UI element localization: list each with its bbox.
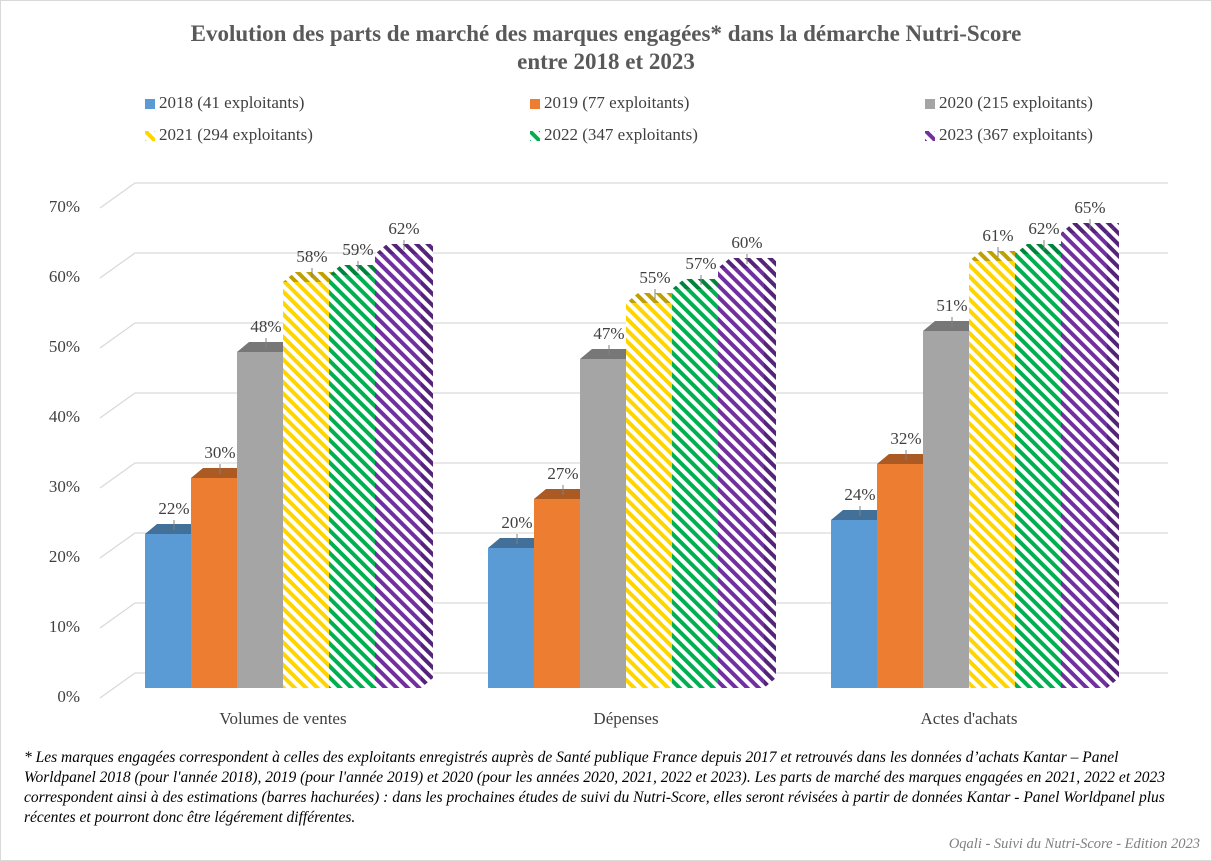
value-label: 20%	[501, 513, 532, 532]
footnote: * Les marques engagées correspondent à c…	[24, 749, 1165, 826]
bar-front	[626, 303, 672, 688]
x-tick-label: Dépenses	[593, 709, 658, 728]
y-tick-label: 30%	[49, 477, 80, 496]
value-label: 48%	[250, 317, 281, 336]
grid-line	[99, 462, 1168, 489]
legend-label: 2023 (367 exploitants)	[939, 125, 1093, 144]
chart: 0% 10% 20% 30% 40% 50% 60% 70% Volumes de ventes…	[49, 93, 1168, 728]
legend-swatch	[925, 99, 935, 109]
bar-front	[718, 268, 764, 688]
value-label: 51%	[936, 296, 967, 315]
bar-front	[969, 261, 1015, 688]
legend-swatch	[925, 131, 935, 141]
value-label: 27%	[547, 464, 578, 483]
legend-label: 2021 (294 exploitants)	[159, 125, 313, 144]
grid-line	[99, 392, 1168, 419]
y-tick-label: 70%	[49, 197, 80, 216]
bar-side	[764, 258, 776, 688]
legend-label: 2019 (77 exploitants)	[544, 93, 689, 112]
value-label: 30%	[204, 443, 235, 462]
bar-front	[831, 520, 877, 688]
bar-front	[534, 499, 580, 688]
chart-title: Evolution des parts de marché des marque…	[190, 21, 1022, 74]
grid-line	[99, 672, 1168, 699]
legend-label: 2018 (41 exploitants)	[159, 93, 304, 112]
bar-side	[421, 244, 433, 688]
bar	[718, 258, 776, 688]
legend-label: 2020 (215 exploitants)	[939, 93, 1093, 112]
bar-front	[1061, 233, 1107, 688]
bar-front	[329, 275, 375, 688]
bar-front	[283, 282, 329, 688]
bar-front	[375, 254, 421, 688]
value-label: 58%	[296, 247, 327, 266]
bar-front	[488, 548, 534, 688]
x-tick-label: Volumes de ventes	[219, 709, 346, 728]
grid-line	[99, 252, 1168, 279]
value-label: 22%	[158, 499, 189, 518]
value-label: 57%	[685, 254, 716, 273]
bar-front	[877, 464, 923, 688]
value-label: 62%	[1028, 219, 1059, 238]
bar-front	[1015, 254, 1061, 688]
y-tick-label: 40%	[49, 407, 80, 426]
value-label: 59%	[342, 240, 373, 259]
bar-front	[672, 289, 718, 688]
grid-line	[99, 602, 1168, 629]
bar-front	[923, 331, 969, 688]
bar	[1061, 223, 1119, 688]
legend-swatch	[145, 131, 155, 141]
bar-front	[580, 359, 626, 688]
bar	[375, 244, 433, 688]
value-label: 60%	[731, 233, 762, 252]
legend-swatch	[530, 131, 540, 141]
y-tick-label: 50%	[49, 337, 80, 356]
value-label: 65%	[1074, 198, 1105, 217]
grid-line	[99, 532, 1168, 559]
value-label: 62%	[388, 219, 419, 238]
bar-front	[191, 478, 237, 688]
legend-label: 2022 (347 exploitants)	[544, 125, 698, 144]
y-tick-label: 0%	[57, 687, 80, 706]
legend-swatch	[530, 99, 540, 109]
value-label: 55%	[639, 268, 670, 287]
value-label: 32%	[890, 429, 921, 448]
grid-line	[99, 322, 1168, 349]
value-label: 24%	[844, 485, 875, 504]
bar-front	[237, 352, 283, 688]
legend-swatch	[145, 99, 155, 109]
y-tick-label: 10%	[49, 617, 80, 636]
value-label: 47%	[593, 324, 624, 343]
source: Oqali - Suivi du Nutri-Score - Edition 2…	[948, 836, 1200, 852]
value-label: 61%	[982, 226, 1013, 245]
x-tick-label: Actes d'achats	[921, 709, 1018, 728]
bar-front	[145, 534, 191, 688]
y-tick-label: 20%	[49, 547, 80, 566]
bar-side	[1107, 223, 1119, 688]
grid-line	[99, 182, 1168, 209]
y-tick-label: 60%	[49, 267, 80, 286]
